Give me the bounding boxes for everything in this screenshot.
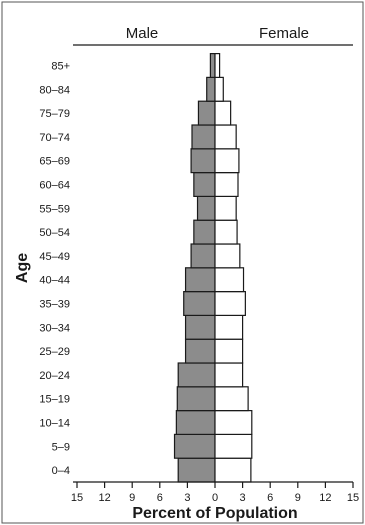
bar-male-6 xyxy=(184,314,216,340)
age-label-12: 60–64 xyxy=(39,180,70,192)
bar-female-13 xyxy=(214,148,240,174)
age-label-11: 55–59 xyxy=(39,203,70,215)
bar-female-7 xyxy=(214,291,246,317)
age-label-14: 70–74 xyxy=(39,132,70,144)
x-tick-label-1: 12 xyxy=(98,492,110,504)
x-tick-label-8: 9 xyxy=(295,492,301,504)
y-axis-title: Age xyxy=(14,253,31,283)
x-tick-label-5: 0 xyxy=(212,492,218,504)
x-axis-title: Percent of Population xyxy=(132,505,297,522)
bars-group xyxy=(173,52,253,483)
age-label-1: 5–9 xyxy=(52,441,70,453)
x-tick-label-3: 6 xyxy=(157,492,163,504)
bar-female-12 xyxy=(214,172,239,198)
x-tick-label-4: 3 xyxy=(184,492,190,504)
bar-male-11 xyxy=(196,195,216,221)
bar-male-3 xyxy=(176,386,216,412)
x-tick-label-6: 3 xyxy=(240,492,246,504)
bar-female-2 xyxy=(214,410,253,436)
age-label-3: 15–19 xyxy=(39,394,70,406)
x-ticks-group: 15 12 9 6 3 0 3 6 9 12 15 xyxy=(71,482,359,504)
age-label-15: 75–79 xyxy=(39,108,70,120)
age-label-17: 85+ xyxy=(51,61,70,73)
bar-male-1 xyxy=(173,433,216,459)
bar-female-14 xyxy=(214,124,237,150)
age-label-2: 10–14 xyxy=(39,418,70,430)
bar-male-7 xyxy=(183,291,216,317)
bar-male-0 xyxy=(177,457,216,483)
bar-female-1 xyxy=(214,433,253,459)
bar-male-13 xyxy=(190,148,216,174)
bar-male-2 xyxy=(175,410,216,436)
bar-male-8 xyxy=(184,267,216,293)
bar-female-9 xyxy=(214,243,241,269)
age-label-7: 35–39 xyxy=(39,299,70,311)
age-label-4: 20–24 xyxy=(39,370,70,382)
bar-male-5 xyxy=(184,338,216,364)
age-label-8: 40–44 xyxy=(39,275,70,287)
bar-male-15 xyxy=(197,100,216,126)
bar-female-0 xyxy=(214,457,252,483)
bar-male-9 xyxy=(190,243,216,269)
bar-male-16 xyxy=(206,76,216,102)
bar-male-10 xyxy=(193,219,216,245)
bar-male-17 xyxy=(209,52,216,78)
bar-female-5 xyxy=(214,338,244,364)
age-label-9: 45–49 xyxy=(39,251,70,263)
age-labels-group: 0–4 5–9 10–14 15–19 20–24 25–29 30–34 35–39 40–4… xyxy=(39,61,70,478)
bar-female-3 xyxy=(214,386,249,412)
bar-female-11 xyxy=(214,195,237,221)
age-label-10: 50–54 xyxy=(39,227,70,239)
x-tick-label-7: 6 xyxy=(267,492,273,504)
bar-female-15 xyxy=(214,100,232,126)
bar-male-12 xyxy=(193,172,216,198)
age-label-0: 0–4 xyxy=(52,465,70,477)
age-label-16: 80–84 xyxy=(39,84,70,96)
x-tick-label-2: 9 xyxy=(129,492,135,504)
bar-female-6 xyxy=(214,314,244,340)
bar-female-17 xyxy=(214,52,221,78)
x-tick-label-9: 12 xyxy=(319,492,331,504)
age-label-13: 65–69 xyxy=(39,156,70,168)
legend-male-label: Male xyxy=(126,25,159,42)
x-tick-label-0: 15 xyxy=(71,492,83,504)
bar-male-14 xyxy=(191,124,216,150)
bar-female-4 xyxy=(214,362,244,388)
bar-female-16 xyxy=(214,76,224,102)
legend-female-label: Female xyxy=(259,25,309,42)
age-label-6: 30–34 xyxy=(39,322,70,334)
bar-female-8 xyxy=(214,267,245,293)
bar-female-10 xyxy=(214,219,238,245)
age-label-5: 25–29 xyxy=(39,346,70,358)
bar-male-4 xyxy=(177,362,216,388)
x-tick-label-10: 15 xyxy=(347,492,359,504)
